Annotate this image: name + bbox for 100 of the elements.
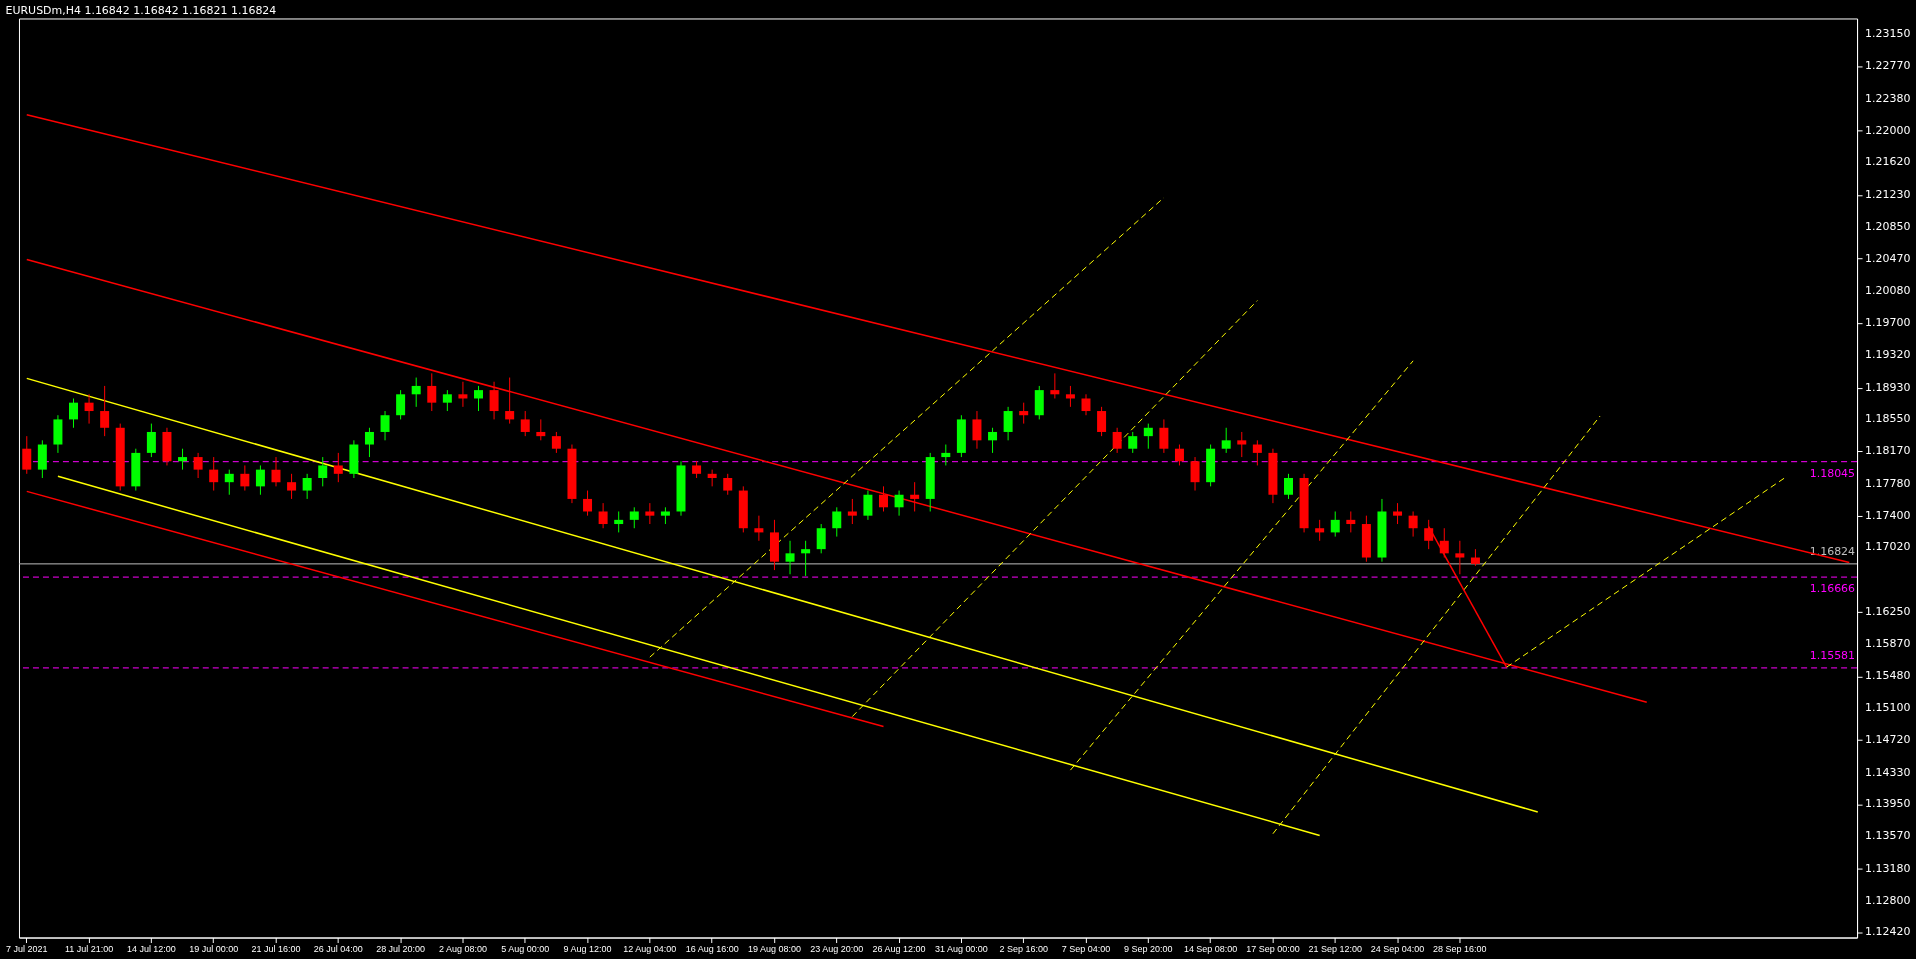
candlestick	[1143, 423, 1153, 450]
candlestick	[318, 456, 328, 487]
candlestick	[474, 385, 483, 412]
y-tick-label: 1.14330	[1865, 765, 1911, 779]
y-tick-label: 1.17020	[1865, 540, 1911, 554]
candlestick	[785, 540, 795, 575]
candlestick	[224, 469, 234, 496]
candlestick	[536, 418, 546, 441]
candlestick	[458, 381, 468, 408]
candlestick	[302, 473, 312, 500]
x-tick-label: 19 Aug 08:00	[747, 944, 801, 955]
candlestick	[551, 431, 561, 454]
candlestick	[287, 473, 297, 500]
candlestick	[1393, 502, 1403, 525]
candlestick	[100, 385, 110, 437]
candlestick	[178, 448, 188, 471]
x-tick-label: 9 Sep 20:00	[1124, 944, 1173, 955]
x-tick-label: 28 Sep 16:00	[1433, 944, 1487, 955]
candlestick	[1050, 372, 1060, 399]
x-tick-label: 7 Jul 2021	[6, 944, 48, 955]
candlestick	[364, 427, 374, 458]
y-tick-label: 1.20080	[1865, 284, 1911, 298]
candlestick	[411, 377, 421, 408]
candlestick	[442, 389, 452, 412]
candlestick	[193, 452, 203, 479]
x-tick-label: 19 Jul 00:00	[189, 944, 239, 955]
candlestick	[988, 427, 998, 454]
x-tick-label: 21 Jul 16:00	[251, 944, 301, 955]
x-tick-label: 26 Aug 12:00	[872, 944, 926, 955]
candlestick	[801, 540, 811, 577]
y-tick-label: 1.13950	[1865, 797, 1911, 811]
candlestick	[910, 481, 920, 512]
candlestick	[614, 510, 624, 533]
candlestick	[1252, 439, 1262, 466]
x-tick-label: 12 Aug 04:00	[623, 944, 677, 955]
x-tick-label: 21 Sep 12:00	[1308, 944, 1362, 955]
candlestick	[84, 393, 94, 425]
y-tick-label: 1.14720	[1865, 732, 1911, 746]
candlestick	[1097, 406, 1107, 437]
x-tick-label: 11 Jul 21:00	[64, 944, 114, 955]
candlestick	[380, 410, 390, 441]
y-tick-label: 1.18170	[1865, 444, 1911, 458]
candlestick	[255, 464, 265, 496]
ref-line-label: 1.18045	[1809, 466, 1856, 480]
y-tick-label: 1.19320	[1865, 347, 1911, 361]
x-tick-label: 26 Jul 04:00	[313, 944, 363, 955]
candlestick	[505, 377, 515, 425]
y-tick-label: 1.12800	[1865, 893, 1911, 907]
ref-line-label: 1.15581	[1809, 648, 1856, 662]
x-tick-label: 17 Sep 00:00	[1246, 944, 1300, 955]
candlestick	[863, 490, 873, 521]
x-tick-label: 23 Aug 20:00	[810, 944, 864, 955]
y-tick-label: 1.12420	[1865, 925, 1911, 939]
y-tick-label: 1.15870	[1865, 636, 1911, 650]
candlestick	[1221, 427, 1231, 454]
candlestick	[1128, 431, 1138, 454]
y-tick-label: 1.23150	[1865, 27, 1911, 41]
y-tick-label: 1.21230	[1865, 188, 1911, 202]
candlestick	[754, 515, 764, 542]
y-tick-label: 1.21620	[1865, 155, 1911, 169]
x-tick-label: 7 Sep 04:00	[1061, 944, 1111, 955]
y-tick-label: 1.16250	[1865, 604, 1911, 618]
candlestick	[583, 490, 593, 517]
y-tick-label: 1.15100	[1865, 701, 1911, 715]
x-tick-label: 2 Aug 08:00	[438, 944, 487, 955]
y-tick-label: 1.22000	[1865, 123, 1911, 137]
candlestick	[816, 523, 826, 554]
candlestick	[1159, 418, 1169, 454]
candlestick	[723, 473, 733, 496]
ref-line-label: 1.16666	[1809, 582, 1856, 596]
candlestick	[894, 490, 904, 517]
candlestick	[1174, 444, 1184, 466]
candlestick	[1019, 402, 1029, 425]
chart-title: EURUSDm,H4 1.16842 1.16842 1.16821 1.16824	[5, 4, 277, 18]
candlestick	[146, 423, 156, 458]
candlestick	[69, 397, 78, 429]
candlestick	[645, 502, 655, 525]
candlestick	[489, 381, 499, 420]
candlestick	[941, 444, 951, 466]
candlestick	[1112, 427, 1122, 454]
candlestick	[427, 372, 437, 412]
candlestick	[1003, 406, 1013, 441]
candlestick	[847, 498, 857, 525]
candlestick	[629, 506, 639, 529]
y-tick-label: 1.18930	[1865, 380, 1911, 394]
candlestick	[520, 410, 530, 437]
y-tick-label: 1.19700	[1865, 316, 1911, 330]
y-tick-label: 1.13180	[1865, 861, 1911, 875]
x-tick-label: 31 Aug 00:00	[934, 944, 988, 955]
candlestick	[396, 389, 406, 420]
candlestick	[1284, 473, 1293, 500]
x-tick-label: 9 Aug 12:00	[563, 944, 612, 955]
candlestick	[22, 435, 32, 475]
candlestick	[1346, 510, 1356, 533]
candlestick	[1408, 510, 1418, 538]
candlestick	[1330, 510, 1340, 538]
y-tick-label: 1.17780	[1865, 476, 1911, 490]
ref-line-label: 1.16824	[1809, 544, 1856, 558]
candlestick	[1190, 456, 1200, 492]
candlestick	[1081, 393, 1091, 416]
